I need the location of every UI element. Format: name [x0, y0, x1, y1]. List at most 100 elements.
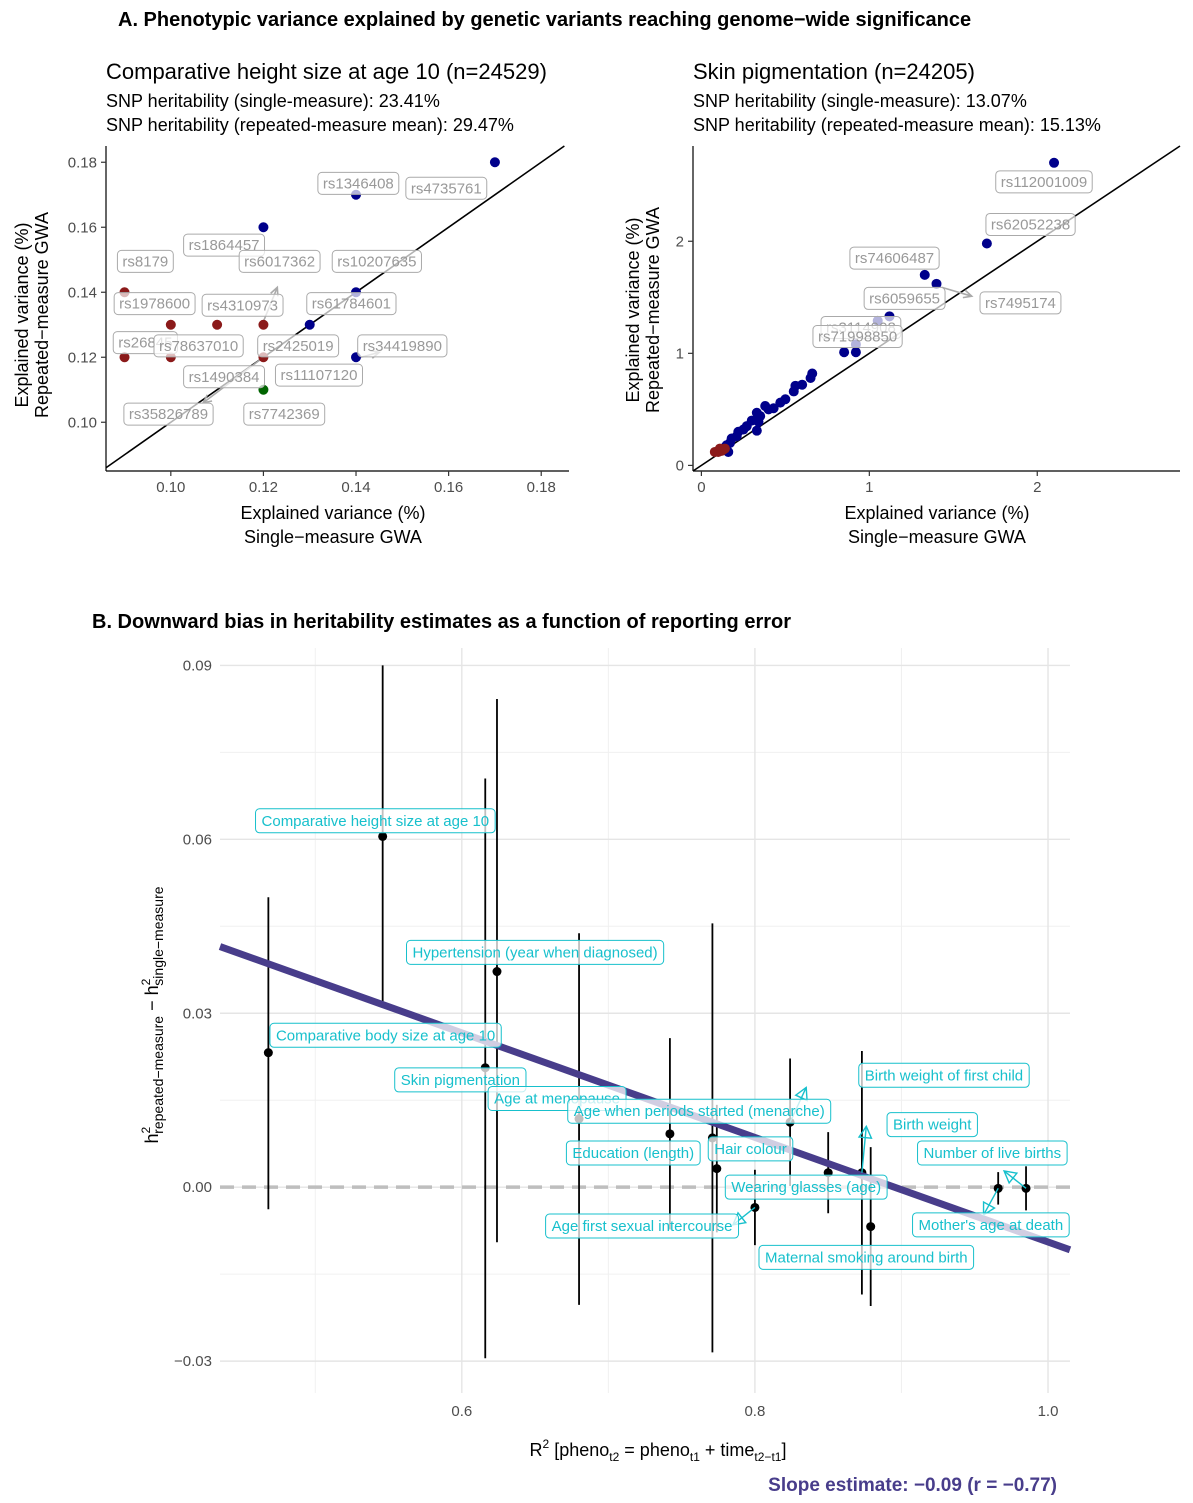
height-snp-label-text: rs1346408 — [323, 175, 394, 192]
skin-snp-point — [850, 347, 861, 358]
height-y-axis-title-1: Explained variance (%) — [12, 222, 32, 407]
height-snp-label-text: rs61784601 — [312, 296, 391, 313]
height-y-tick-label: 0.14 — [68, 284, 97, 301]
skin-y-tick-label: 2 — [676, 233, 684, 250]
height-x-tick-label: 0.12 — [249, 479, 278, 496]
regression-line — [218, 943, 1072, 1254]
height-x-axis-title-1: Explained variance (%) — [240, 503, 425, 523]
skin-snp-label-text: rs62052238 — [991, 216, 1070, 233]
height-snp-label-text: rs78637010 — [159, 338, 238, 355]
skin-snp-label: rs7495174 — [979, 291, 1062, 315]
height-snp-point — [212, 319, 223, 330]
skin-x-axis-title-2: Single−measure GWA — [848, 527, 1026, 547]
trait-label-box — [406, 939, 665, 965]
trait-point — [866, 1222, 876, 1232]
height-snp-label: rs4735761 — [405, 176, 488, 200]
trait-label: Number of live births — [917, 1140, 1068, 1166]
skin-snp-point — [775, 397, 786, 408]
trait-label-text: Age when periods started (menarche) — [574, 1103, 825, 1120]
skin-x-tick-label: 0 — [697, 479, 705, 496]
height-scatter-plot: Comparative height size at age 10 (n=245… — [12, 59, 569, 547]
height-snp-point — [165, 319, 176, 330]
trait-label-text: Comparative height size at age 10 — [262, 813, 490, 830]
skin-snp-label: rs112001009 — [995, 170, 1093, 194]
skin-y-tick-label: 0 — [676, 457, 684, 474]
trait-label-arrow — [1003, 1170, 1027, 1189]
skin-snp-label: rs62052238 — [985, 212, 1076, 236]
bias-x-axis-title: R2 [phenot2 = phenot1 + timet2−t1] — [530, 1437, 787, 1464]
trait-label-box — [858, 1062, 1030, 1088]
trait-label-text: Wearing glasses (age) — [731, 1179, 881, 1196]
skin-snp-point — [931, 278, 942, 289]
panel-b-title: B. Downward bias in heritability estimat… — [92, 611, 791, 633]
trait-point — [263, 1048, 273, 1058]
height-snp-label-box — [113, 292, 196, 316]
bias-y-tick-label: 0.00 — [183, 1179, 212, 1196]
skin-snp-point — [1049, 157, 1060, 168]
trait-label-text: Comparative body size at age 10 — [276, 1027, 495, 1044]
skin-snp-point — [751, 407, 762, 418]
skin-scatter-plot: Skin pigmentation (n=24205) SNP heritabi… — [623, 59, 1181, 547]
skin-y-axis-title-1: Explained variance (%) — [623, 217, 643, 402]
slope-estimate-text: Slope estimate: −0.09 (r = −0.77) — [768, 1475, 1057, 1496]
skin-snp-label-box — [979, 291, 1062, 315]
height-snp-label-box — [274, 363, 363, 387]
skin-snp-label-text: rs74606487 — [855, 250, 934, 267]
skin-snp-point — [805, 372, 816, 383]
trait-label: Skin pigmentation — [394, 1067, 527, 1093]
bias-y-tick-label: 0.06 — [183, 831, 212, 848]
skin-snp-point — [839, 347, 850, 358]
skin-snp-point — [760, 401, 771, 411]
height-snp-label: rs2425019 — [257, 334, 340, 358]
trait-label-text: Age first sexual intercourse — [552, 1218, 733, 1235]
trait-label-text: Birth weight of first child — [865, 1067, 1023, 1084]
height-snp-label-box — [116, 249, 174, 273]
trait-label-box — [565, 1140, 701, 1166]
height-x-tick-label: 0.18 — [527, 479, 556, 496]
trait-label-box — [545, 1213, 740, 1239]
height-snp-label-text: rs11107120 — [280, 367, 357, 384]
height-snp-label-text: rs8179 — [122, 253, 168, 270]
panel-a-title: A. Phenotypic variance explained by gene… — [118, 9, 971, 31]
trait-label-box — [912, 1212, 1070, 1238]
trait-label: Education (length) — [565, 1140, 701, 1166]
height-snp-label-text: rs34419890 — [363, 338, 442, 355]
trait-label: Birth weight of first child — [858, 1062, 1030, 1088]
height-snp-label-box — [257, 334, 340, 358]
height-snp-label-text: rs7742369 — [249, 406, 320, 423]
height-x-tick-label: 0.14 — [341, 479, 370, 496]
trait-label-arrowhead — [982, 1200, 996, 1217]
height-snp-label-text: rs4310973 — [207, 297, 278, 314]
bias-x-tick-label: 1.0 — [1038, 1403, 1059, 1420]
height-snp-heritability-single: SNP heritability (single-measure): 23.41… — [106, 91, 440, 111]
trait-label: Age when periods started (menarche) — [567, 1098, 832, 1124]
trait-label-text: Maternal smoking around birth — [765, 1249, 968, 1266]
bias-y-axis-title: h2repeated−measure − h2single−measure — [139, 886, 166, 1143]
height-snp-label: rs7742369 — [243, 402, 326, 426]
trait-label: Birth weight — [886, 1112, 978, 1138]
skin-snp-label: rs74606487 — [849, 246, 940, 270]
skin-snp-point — [714, 443, 725, 454]
trait-label-box — [886, 1112, 978, 1138]
bias-y-tick-label: 0.09 — [183, 657, 212, 674]
trait-label-box — [758, 1244, 975, 1270]
height-snp-label-box — [243, 402, 326, 426]
bias-y-tick-label: 0.03 — [183, 1005, 212, 1022]
skin-snp-label: rs71998850 — [812, 325, 903, 349]
height-snp-point — [304, 319, 315, 330]
height-snp-point — [489, 157, 500, 168]
height-y-axis-title-2: Repeated−measure GWA — [32, 212, 52, 418]
height-snp-label-box — [238, 249, 321, 273]
height-y-tick-label: 0.16 — [68, 219, 97, 236]
trait-label-text: Education (length) — [572, 1145, 694, 1162]
height-snp-label: rs78637010 — [153, 334, 244, 358]
height-snp-label: rs10207635 — [331, 249, 422, 273]
height-x-tick-label: 0.16 — [434, 479, 463, 496]
height-x-tick-label: 0.10 — [156, 479, 185, 496]
height-snp-label: rs1346408 — [317, 171, 400, 195]
trait-label-box — [394, 1067, 527, 1093]
height-snp-label-text: rs1864457 — [189, 237, 260, 254]
trait-label-text: Skin pigmentation — [401, 1072, 520, 1089]
trait-point — [378, 831, 388, 841]
